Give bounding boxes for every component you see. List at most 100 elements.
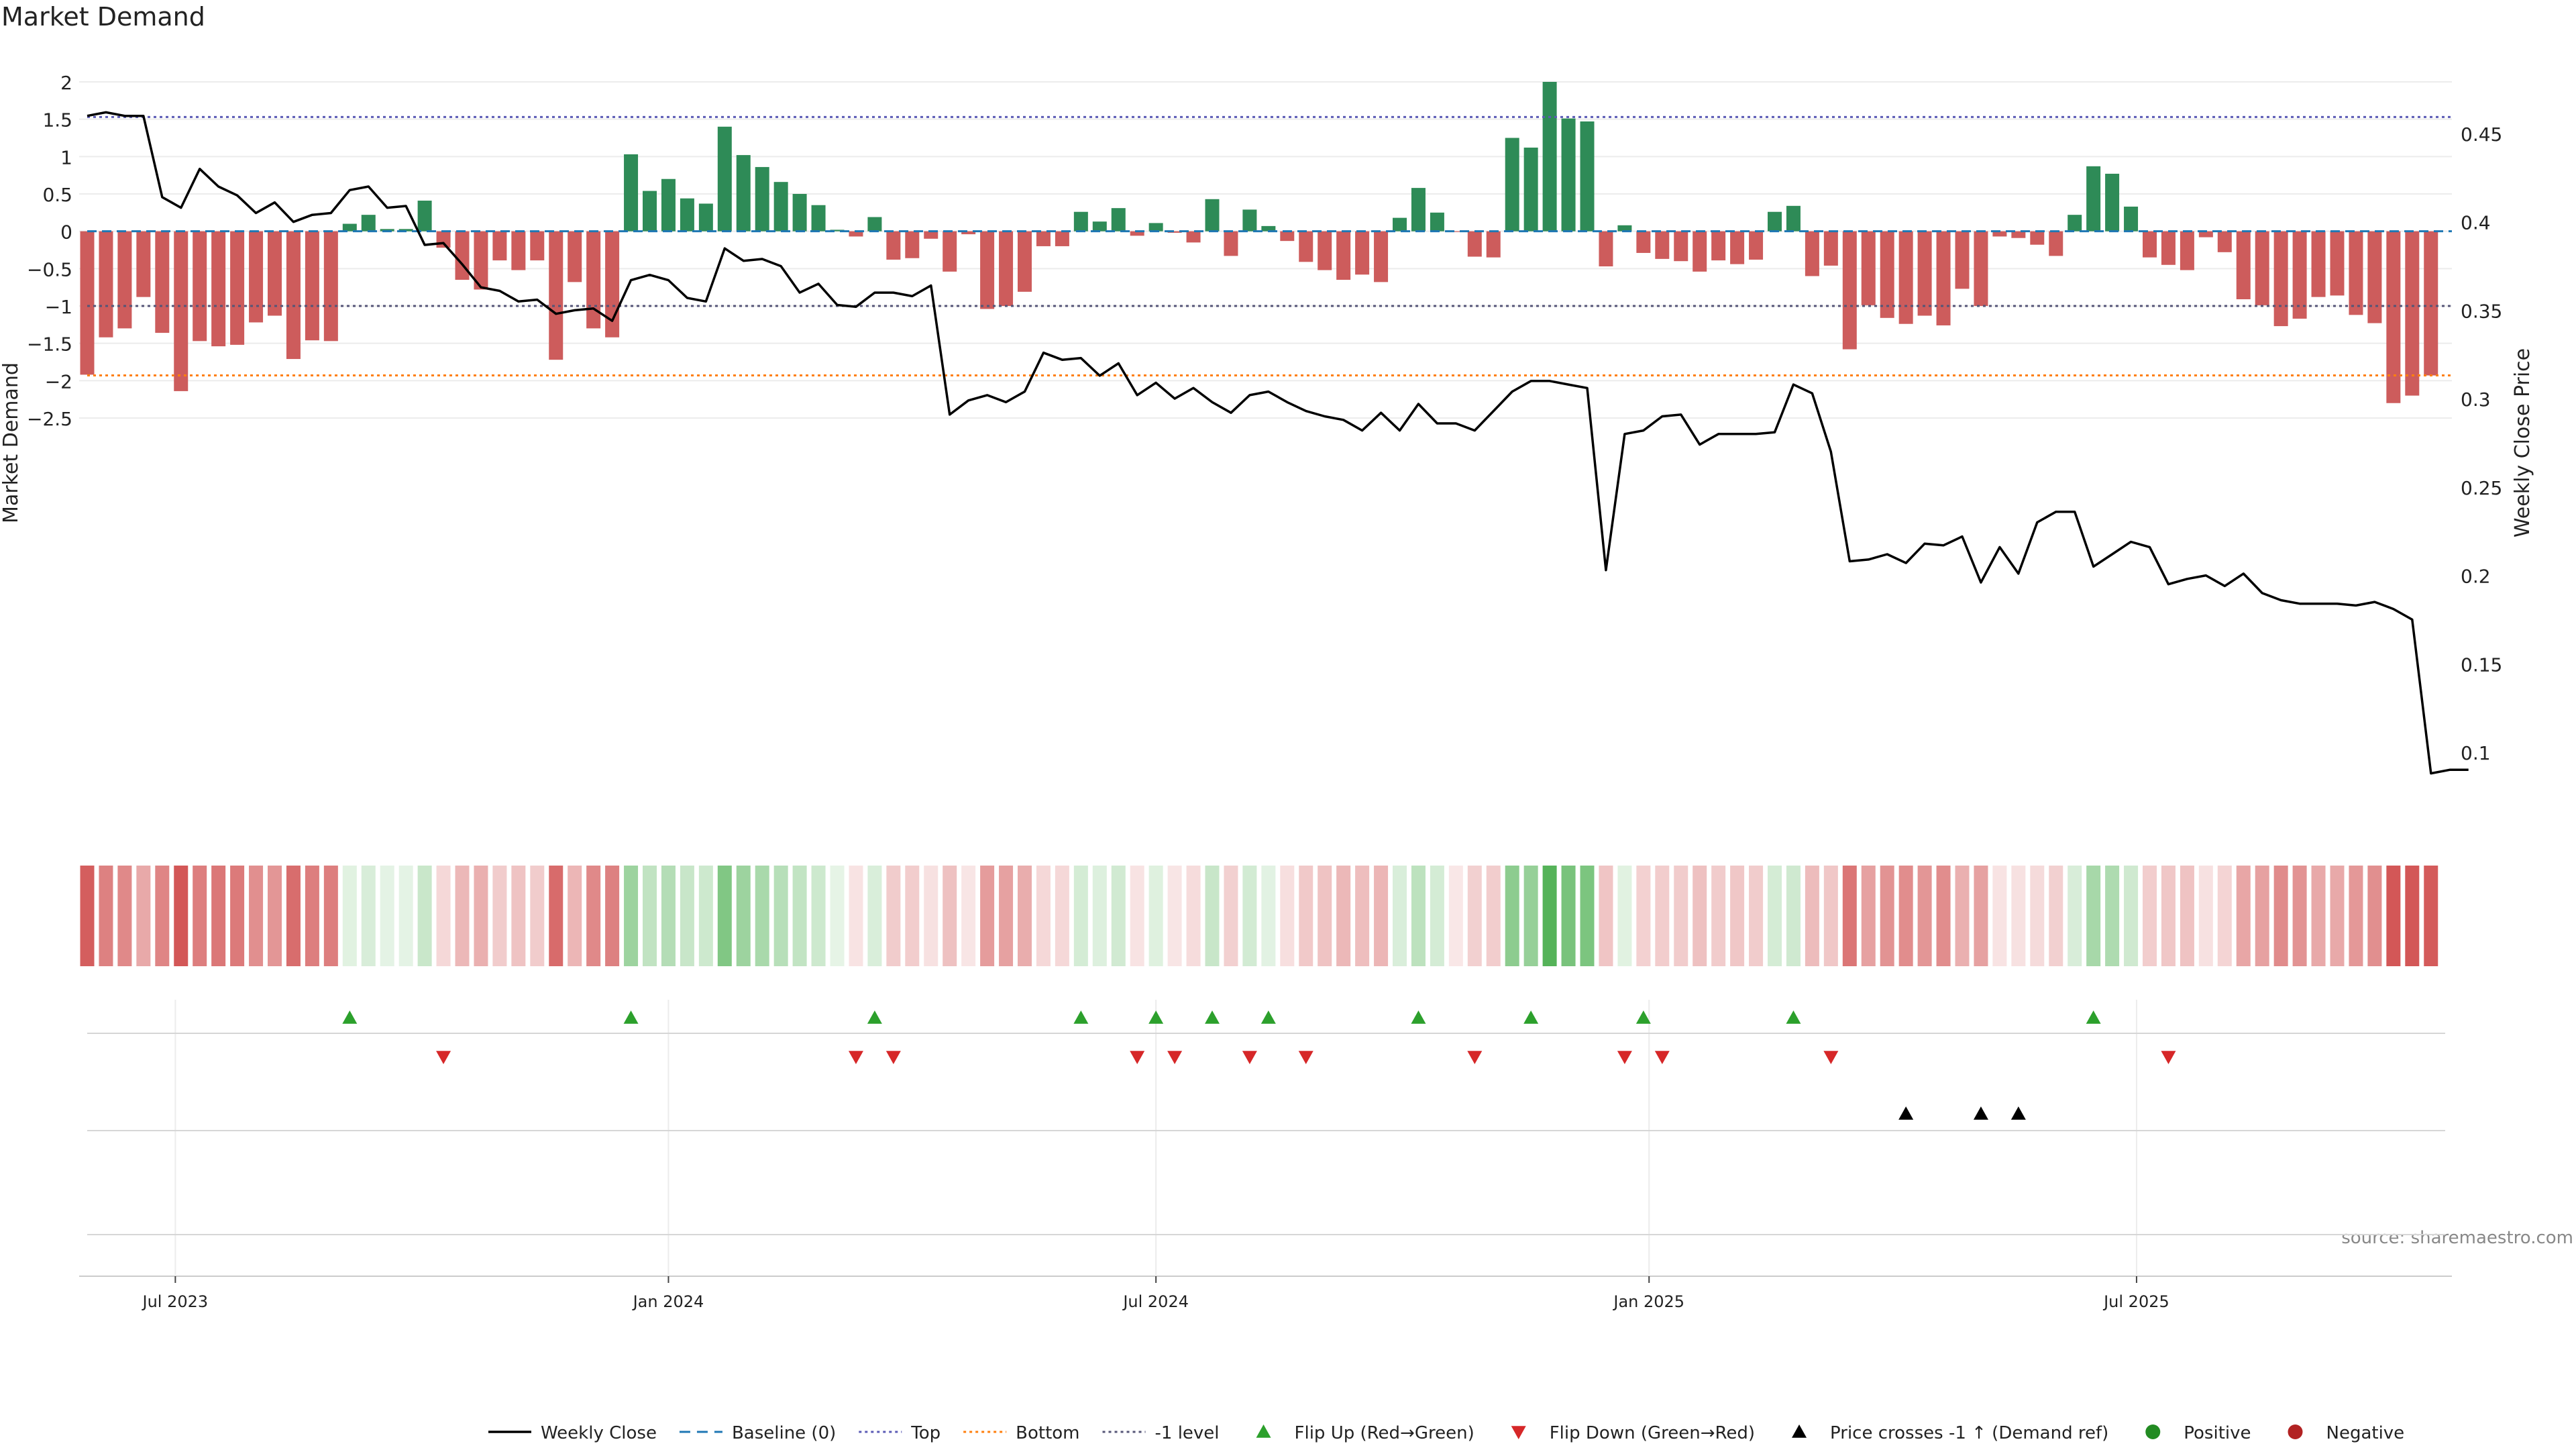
flip-down-marker — [885, 1051, 901, 1064]
positive-bar — [1242, 209, 1257, 231]
heat-cell — [1111, 866, 1126, 966]
heat-cell — [2330, 866, 2345, 966]
y-tick-label: 1.5 — [42, 109, 72, 132]
heat-cell — [1617, 866, 1632, 966]
price-cross-marker — [2010, 1106, 2026, 1120]
heat-cell — [380, 866, 394, 966]
negative-bar — [1055, 231, 1069, 246]
y-tick-label: −2 — [45, 370, 72, 393]
heat-cell — [549, 866, 564, 966]
positive-bar — [736, 155, 751, 231]
heat-cell — [530, 866, 545, 966]
negative-bar — [586, 231, 601, 329]
negative-bar — [1167, 231, 1182, 233]
positive-bar — [624, 154, 639, 231]
negative-bar — [1486, 231, 1501, 258]
positive-bar — [698, 203, 713, 231]
flip-up-marker — [623, 1010, 639, 1024]
positive-bar — [867, 217, 882, 231]
negative-bar — [511, 231, 526, 270]
heat-cell — [2311, 866, 2326, 966]
heat-cell — [2424, 866, 2438, 966]
negative-bar — [1374, 231, 1389, 282]
negative-bar — [1936, 231, 1951, 325]
heat-cell — [886, 866, 901, 966]
heat-cell — [268, 866, 282, 966]
flip-up-marker — [1073, 1010, 1089, 1024]
positive-bar — [680, 198, 694, 231]
heat-cell — [2086, 866, 2101, 966]
negative-bar — [2011, 231, 2026, 238]
heat-cell — [736, 866, 751, 966]
heat-cell — [2105, 866, 2120, 966]
legend-label-baseline: Baseline (0) — [732, 1423, 836, 1443]
negative-bar — [1805, 231, 1819, 276]
heat-cell — [1167, 866, 1182, 966]
negative-bar — [2217, 231, 2232, 252]
heat-cell — [830, 866, 845, 966]
flip-down-marker — [1617, 1051, 1632, 1064]
heat-cell — [2292, 866, 2307, 966]
heat-cell — [1242, 866, 1257, 966]
heat-cell — [117, 866, 132, 966]
flip-down-marker — [1654, 1051, 1670, 1064]
negative-bar — [943, 231, 957, 272]
positive-bar — [2068, 215, 2082, 231]
negative-bar — [1730, 231, 1745, 264]
positive-bar — [398, 229, 413, 231]
heat-cell — [2068, 866, 2082, 966]
heat-cell — [661, 866, 676, 966]
flip-down-marker — [1823, 1051, 1839, 1064]
negative-bar — [961, 231, 976, 235]
negative-bar — [2367, 231, 2382, 323]
heat-cell — [1186, 866, 1201, 966]
negative-bar — [568, 231, 582, 282]
flip-down-marker — [848, 1051, 863, 1064]
heat-cell — [174, 866, 189, 966]
heat-cell — [2143, 866, 2157, 966]
heat-cell — [943, 866, 957, 966]
negative-bar — [2161, 231, 2176, 265]
heat-cell — [1486, 866, 1501, 966]
heat-cell — [961, 866, 976, 966]
negative-bar — [455, 231, 470, 280]
reference-lines — [87, 115, 2452, 377]
negative-bar — [2386, 231, 2401, 403]
heat-cell — [2273, 866, 2288, 966]
legend-label-flip_up: Flip Up (Red→Green) — [1295, 1423, 1474, 1443]
legend-label-cross: Price crosses -1 ↑ (Demand ref) — [1830, 1423, 2108, 1443]
heat-cell — [2198, 866, 2213, 966]
negative-bar — [492, 231, 507, 261]
flip-up-marker — [1786, 1010, 1801, 1024]
negative-bar — [1749, 231, 1764, 260]
x-tick-label: Jul 2023 — [142, 1292, 209, 1311]
negative-bar — [1355, 231, 1370, 275]
heat-cell — [2030, 866, 2045, 966]
positive-bar — [342, 223, 357, 231]
y-tick-label: 2 — [60, 72, 72, 94]
heat-cell — [680, 866, 694, 966]
negative-bar — [230, 231, 245, 345]
negative-bar — [1299, 231, 1313, 262]
legend-label-positive: Positive — [2184, 1423, 2251, 1443]
chart-title: Market Demand — [1, 2, 205, 32]
legend-swatch-cross — [1792, 1424, 1807, 1438]
heat-cell — [1542, 866, 1557, 966]
heat-cell — [492, 866, 507, 966]
legend: Weekly Close Baseline (0) Top Bottom -1 leve… — [488, 1423, 2404, 1443]
heat-cell — [455, 866, 470, 966]
negative-bar — [2311, 231, 2326, 297]
negative-bar — [305, 231, 319, 341]
negative-bar — [1693, 231, 1707, 272]
negative-bar — [2292, 231, 2307, 319]
flip-up-marker — [1411, 1010, 1426, 1024]
heat-cell — [586, 866, 601, 966]
negative-bar — [136, 231, 151, 297]
negative-bar — [1711, 231, 1726, 261]
negative-bar — [1448, 231, 1463, 232]
y-tick-label: −1.5 — [27, 333, 72, 356]
negative-bar — [1955, 231, 1970, 289]
heat-cell — [717, 866, 732, 966]
